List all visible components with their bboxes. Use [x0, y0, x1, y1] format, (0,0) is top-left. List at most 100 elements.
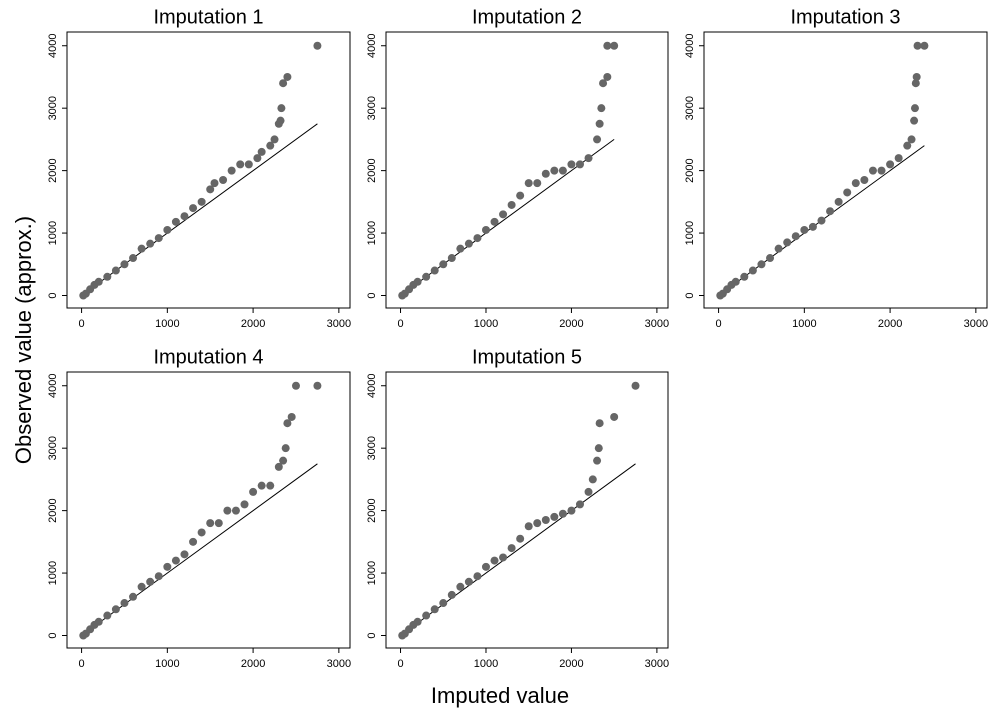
- x-tick-label: 2000: [241, 658, 265, 670]
- y-tick-label: 1000: [366, 221, 378, 245]
- y-tick-label: 2000: [366, 158, 378, 182]
- point: [456, 582, 465, 591]
- x-tick-label: 1000: [155, 318, 179, 330]
- point: [197, 528, 206, 537]
- reference-line: [400, 463, 636, 636]
- point: [567, 506, 576, 515]
- point: [584, 487, 593, 496]
- point: [595, 119, 604, 128]
- point: [223, 506, 232, 515]
- point: [180, 212, 189, 221]
- point: [490, 556, 499, 565]
- point: [524, 522, 533, 531]
- point: [550, 512, 559, 521]
- point: [253, 154, 262, 163]
- x-tick-label: 2000: [559, 658, 583, 670]
- point: [266, 141, 275, 150]
- point: [276, 116, 285, 125]
- point: [588, 475, 597, 484]
- y-tick-label: 1000: [684, 221, 696, 245]
- point: [800, 225, 809, 234]
- point: [146, 577, 155, 586]
- point: [111, 266, 120, 275]
- y-tick-label: 3000: [366, 96, 378, 120]
- point: [413, 617, 422, 626]
- point: [249, 487, 258, 496]
- plot-frame: [66, 371, 351, 649]
- point: [783, 238, 792, 247]
- y-tick-label: 0: [366, 632, 378, 638]
- point: [507, 544, 516, 553]
- point: [257, 147, 266, 156]
- point: [894, 154, 903, 163]
- point: [137, 582, 146, 591]
- point: [439, 599, 448, 608]
- point: [430, 266, 439, 275]
- point: [834, 197, 843, 206]
- point: [283, 419, 292, 428]
- y-tick-label: 4000: [47, 33, 59, 57]
- point: [313, 41, 322, 50]
- y-tick-label: 1000: [366, 561, 378, 585]
- point: [163, 225, 172, 234]
- point: [748, 266, 757, 275]
- point: [575, 500, 584, 509]
- point: [473, 572, 482, 581]
- y-tick-label: 2000: [684, 158, 696, 182]
- x-tick-label: 3000: [645, 658, 669, 670]
- point: [257, 481, 266, 490]
- point: [129, 254, 138, 263]
- panel-title: Imputation 1: [153, 6, 263, 28]
- y-tick-label: 3000: [47, 96, 59, 120]
- point: [593, 135, 602, 144]
- point: [913, 41, 922, 50]
- point: [103, 611, 112, 620]
- point: [189, 204, 198, 213]
- point: [507, 200, 516, 209]
- point: [903, 141, 912, 150]
- y-axis-label: Observed value (approx.): [11, 216, 36, 464]
- point: [910, 116, 919, 125]
- x-tick-label: 0: [79, 318, 85, 330]
- panel-title: Imputation 4: [153, 346, 263, 368]
- point: [907, 135, 916, 144]
- y-tick-label: 0: [47, 632, 59, 638]
- point: [464, 577, 473, 586]
- y-tick-label: 0: [366, 292, 378, 298]
- point: [610, 412, 619, 421]
- point: [94, 617, 103, 626]
- point: [137, 244, 146, 253]
- y-tick-label: 4000: [366, 33, 378, 57]
- point: [154, 572, 163, 581]
- point: [171, 217, 180, 226]
- x-tick-label: 0: [397, 318, 403, 330]
- point: [189, 537, 198, 546]
- point: [631, 381, 640, 390]
- point: [791, 232, 800, 241]
- point: [430, 605, 439, 614]
- point: [244, 160, 253, 169]
- y-tick-label: 4000: [47, 373, 59, 397]
- y-tick-label: 3000: [47, 436, 59, 460]
- reference-line: [81, 123, 318, 296]
- point: [236, 160, 245, 169]
- point: [129, 592, 138, 601]
- y-tick-label: 4000: [684, 33, 696, 57]
- panel-title: Imputation 3: [790, 6, 900, 28]
- x-tick-label: 3000: [645, 318, 669, 330]
- point: [516, 534, 525, 543]
- y-tick-label: 4000: [366, 373, 378, 397]
- plot-frame: [66, 31, 351, 309]
- point: [860, 175, 869, 184]
- point: [111, 605, 120, 614]
- point: [911, 79, 920, 88]
- reference-line: [81, 463, 318, 636]
- point: [120, 260, 129, 269]
- point: [473, 234, 482, 243]
- x-tick-label: 3000: [327, 318, 351, 330]
- point: [558, 509, 567, 518]
- point: [550, 166, 559, 175]
- point: [283, 72, 292, 81]
